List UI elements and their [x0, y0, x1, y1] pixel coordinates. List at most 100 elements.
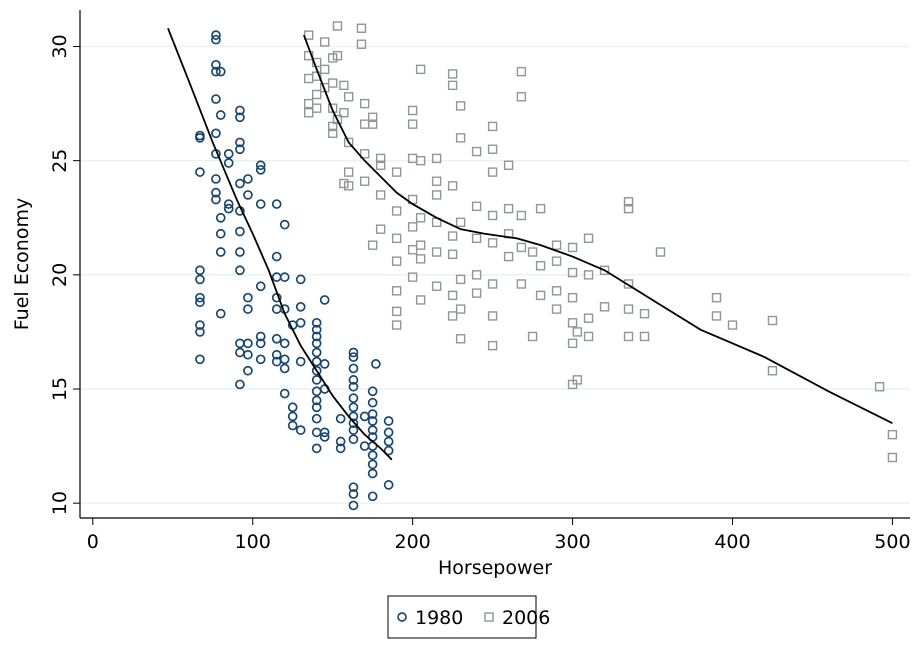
marker: [599, 302, 610, 312]
marker: [348, 352, 359, 362]
marker: [255, 354, 266, 365]
marker: [375, 224, 386, 234]
marker: [211, 174, 221, 184]
marker: [348, 425, 359, 435]
marker: [343, 181, 354, 191]
marker: [243, 190, 253, 200]
marker: [415, 240, 426, 250]
marker: [567, 267, 578, 278]
marker: [348, 434, 359, 445]
marker: [567, 292, 578, 303]
marker: [195, 265, 205, 276]
marker: [371, 359, 381, 369]
marker: [235, 112, 245, 123]
marker: [447, 290, 458, 301]
fit-line: [167, 27, 393, 461]
marker: [211, 59, 221, 70]
marker: [348, 500, 359, 511]
marker: [623, 279, 634, 289]
marker: [431, 247, 442, 257]
marker: [447, 181, 458, 191]
marker: [215, 110, 226, 120]
marker: [311, 395, 322, 406]
marker: [391, 306, 402, 317]
marker: [243, 349, 253, 360]
marker: [339, 108, 349, 118]
marker: [348, 489, 359, 499]
marker: [235, 226, 245, 237]
marker: [215, 66, 226, 77]
marker: [211, 194, 221, 205]
marker: [551, 240, 562, 250]
marker: [415, 213, 426, 223]
marker: [235, 347, 245, 358]
marker: [311, 356, 322, 367]
marker: [447, 231, 458, 241]
marker: [367, 240, 378, 250]
marker: [572, 327, 583, 337]
legend-label: 1980: [415, 607, 463, 629]
marker: [279, 272, 290, 282]
marker: [407, 245, 418, 255]
marker: [415, 155, 426, 166]
marker: [311, 413, 322, 424]
marker: [295, 425, 306, 435]
marker: [195, 327, 205, 337]
marker: [471, 270, 482, 280]
marker: [335, 436, 346, 447]
marker: [303, 50, 314, 61]
marker: [455, 274, 466, 285]
marker: [415, 295, 426, 305]
marker: [319, 427, 330, 438]
marker: [255, 338, 266, 349]
fit-line: [303, 34, 893, 425]
marker: [215, 308, 226, 319]
marker: [271, 251, 282, 262]
marker: [311, 103, 322, 113]
marker: [367, 450, 378, 461]
marker: [295, 356, 306, 367]
marker: [311, 57, 322, 68]
marker: [623, 331, 634, 342]
marker: [383, 436, 394, 447]
y-tick-label: 30: [49, 34, 71, 58]
marker: [359, 176, 370, 186]
marker: [367, 119, 378, 129]
marker: [303, 98, 314, 109]
marker: [348, 402, 359, 413]
marker: [487, 238, 498, 248]
marker: [367, 409, 378, 419]
marker: [311, 324, 322, 335]
marker: [195, 320, 205, 330]
marker: [455, 101, 466, 111]
marker: [335, 413, 346, 424]
marker: [279, 338, 290, 349]
marker: [311, 317, 322, 328]
marker: [359, 411, 370, 422]
marker: [335, 443, 346, 454]
marker: [339, 178, 349, 189]
marker: [356, 39, 367, 49]
marker: [287, 411, 298, 422]
marker: [583, 233, 594, 244]
marker: [332, 50, 343, 61]
marker: [383, 445, 394, 456]
marker: [223, 158, 234, 168]
marker: [527, 331, 538, 342]
marker: [311, 427, 322, 438]
marker: [319, 432, 330, 442]
marker: [235, 144, 245, 155]
marker: [487, 144, 498, 154]
marker: [367, 468, 378, 479]
marker: [319, 295, 330, 305]
marker: [447, 311, 458, 321]
marker: [367, 397, 378, 408]
marker: [359, 149, 370, 159]
marker: [487, 340, 498, 351]
marker: [367, 425, 378, 435]
marker: [503, 251, 514, 262]
marker: [711, 292, 722, 303]
marker: [415, 64, 426, 75]
marker: [391, 233, 402, 244]
marker: [348, 347, 359, 358]
